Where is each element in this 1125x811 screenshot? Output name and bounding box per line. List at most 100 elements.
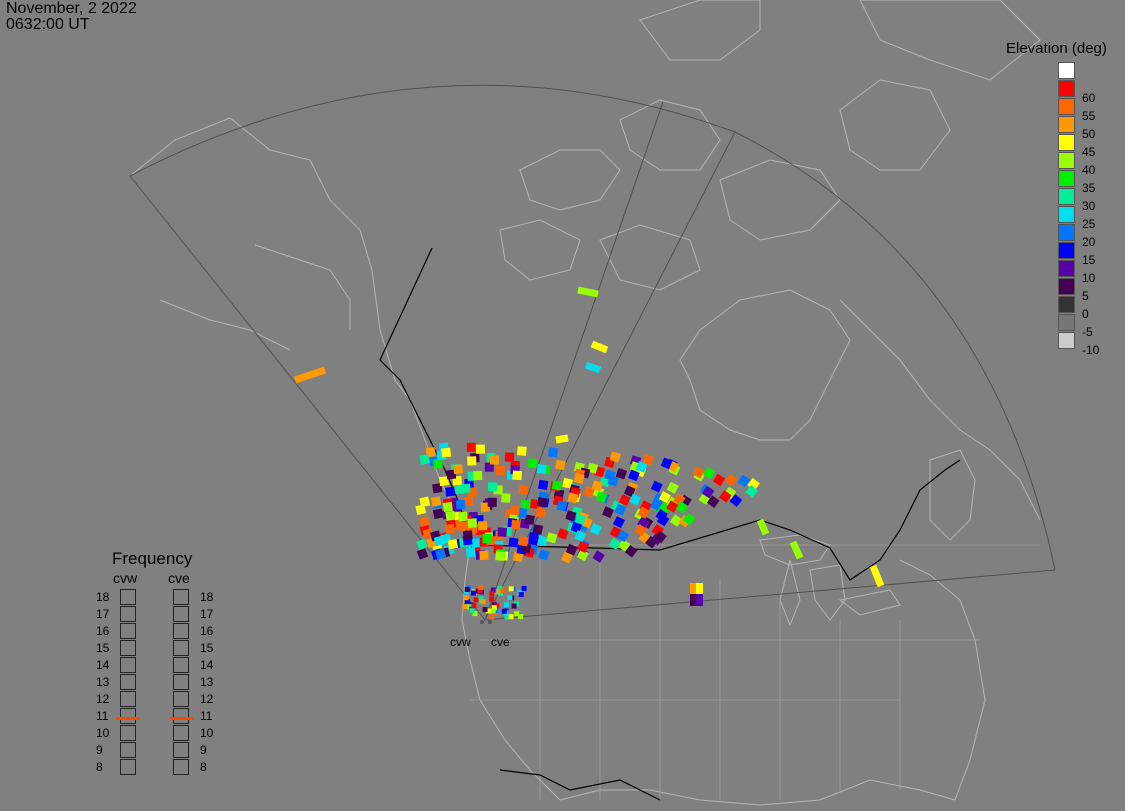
radar-label-cve: cve	[491, 635, 510, 649]
cve-site	[488, 620, 492, 624]
echo-cell	[565, 543, 578, 556]
echo-cell	[576, 548, 589, 562]
echo-cell	[719, 490, 732, 503]
echo-cell	[433, 535, 445, 547]
echo-cell	[712, 473, 726, 487]
colorbar-swatch	[1058, 332, 1075, 349]
echo-cell	[512, 470, 522, 481]
colorbar-tick-label: 15	[1082, 253, 1096, 267]
echo-cell	[745, 485, 759, 498]
echo-cell	[591, 480, 603, 492]
frequency-scale-left: 17	[96, 607, 110, 621]
echo-cell	[447, 539, 459, 550]
echo-cell	[637, 506, 650, 519]
echo-cell	[472, 611, 478, 617]
echo-cell	[729, 494, 743, 507]
frequency-cell-cve	[173, 759, 189, 775]
echo-cell	[478, 521, 488, 531]
echo-cell	[494, 589, 500, 595]
echo-cell	[464, 587, 470, 592]
echo-cell	[490, 608, 496, 614]
echo-cell	[614, 503, 627, 516]
frequency-cell-cvw	[120, 606, 136, 622]
echo-cell	[567, 492, 579, 504]
echo-cell	[508, 537, 519, 548]
echo-cell	[477, 588, 483, 593]
echo-cell	[656, 513, 670, 527]
frequency-scale-left: 8	[96, 760, 103, 774]
echo-cell	[495, 465, 505, 476]
echo-cell	[551, 480, 563, 491]
echo-cell	[518, 484, 529, 495]
echo-cell	[442, 501, 453, 513]
echo-cell	[577, 541, 590, 553]
echo-cell	[617, 539, 631, 552]
echo-cell	[570, 521, 583, 534]
echo-cell	[556, 500, 568, 512]
echo-cell	[484, 462, 494, 472]
echo-cell	[510, 505, 520, 516]
frequency-label-cve: cve	[168, 570, 190, 586]
colorbar-swatch	[1058, 242, 1075, 259]
echo-cell	[466, 442, 477, 452]
echo-cell	[461, 483, 471, 494]
echo-cell	[489, 591, 495, 597]
echo-cell	[528, 534, 539, 546]
echo-cell	[431, 496, 442, 507]
echo-cell	[590, 340, 609, 354]
frequency-cell-cvw	[120, 640, 136, 656]
echo-cell	[535, 507, 546, 518]
frequency-scale-left: 14	[96, 658, 110, 672]
echo-cell	[462, 530, 473, 541]
colorbar-tick-label: 5	[1082, 289, 1089, 303]
echo-cell	[692, 466, 705, 479]
echo-cell	[293, 366, 327, 384]
echo-cell	[487, 482, 498, 492]
echo-cell	[696, 583, 703, 595]
frequency-cell-cvw	[120, 742, 136, 758]
echo-cell	[457, 511, 468, 522]
echo-cell	[475, 444, 485, 454]
frequency-label-cvw: cvw	[113, 570, 138, 586]
echo-cell	[660, 457, 673, 470]
echo-cell	[467, 518, 478, 528]
echo-cell	[485, 608, 491, 614]
colorbar-swatch	[1058, 206, 1075, 223]
date-label: November, 2 2022	[6, 0, 137, 17]
echo-cell	[706, 495, 720, 508]
echo-cell	[514, 611, 520, 617]
echo-cell	[537, 535, 549, 547]
echo-cell	[441, 447, 452, 458]
frequency-cell-cvw	[120, 691, 136, 707]
frequency-cell-cve	[173, 657, 189, 673]
echo-cell	[595, 491, 608, 503]
colorbar-tick-label: -10	[1082, 343, 1100, 357]
echo-cell	[445, 510, 456, 521]
echo-cell	[514, 601, 520, 607]
echo-cell	[458, 521, 469, 532]
frequency-scale-left: 9	[96, 743, 103, 757]
echo-cell	[560, 551, 573, 564]
frequency-cell-cve	[173, 742, 189, 758]
radar-sites	[480, 620, 492, 624]
echo-cell	[756, 518, 770, 536]
echo-cell	[445, 486, 456, 497]
echo-cell	[453, 464, 463, 474]
echo-cell	[618, 494, 631, 507]
echo-cell	[463, 595, 469, 601]
echo-cell	[624, 544, 638, 558]
echo-cell	[520, 499, 531, 510]
echo-cell	[634, 524, 648, 537]
frequency-cell-cve	[173, 623, 189, 639]
frequency-scale-right: 12	[200, 692, 214, 706]
echo-cell	[495, 551, 505, 561]
frequency-scale-right: 10	[200, 726, 214, 740]
echo-cell	[462, 604, 468, 609]
echo-cell	[504, 614, 510, 620]
echo-cell	[464, 598, 470, 604]
echo-cell	[584, 361, 602, 374]
echo-cell	[517, 507, 528, 518]
echo-cell	[666, 500, 679, 513]
echo-cell	[555, 459, 566, 471]
echo-cell	[493, 608, 499, 614]
